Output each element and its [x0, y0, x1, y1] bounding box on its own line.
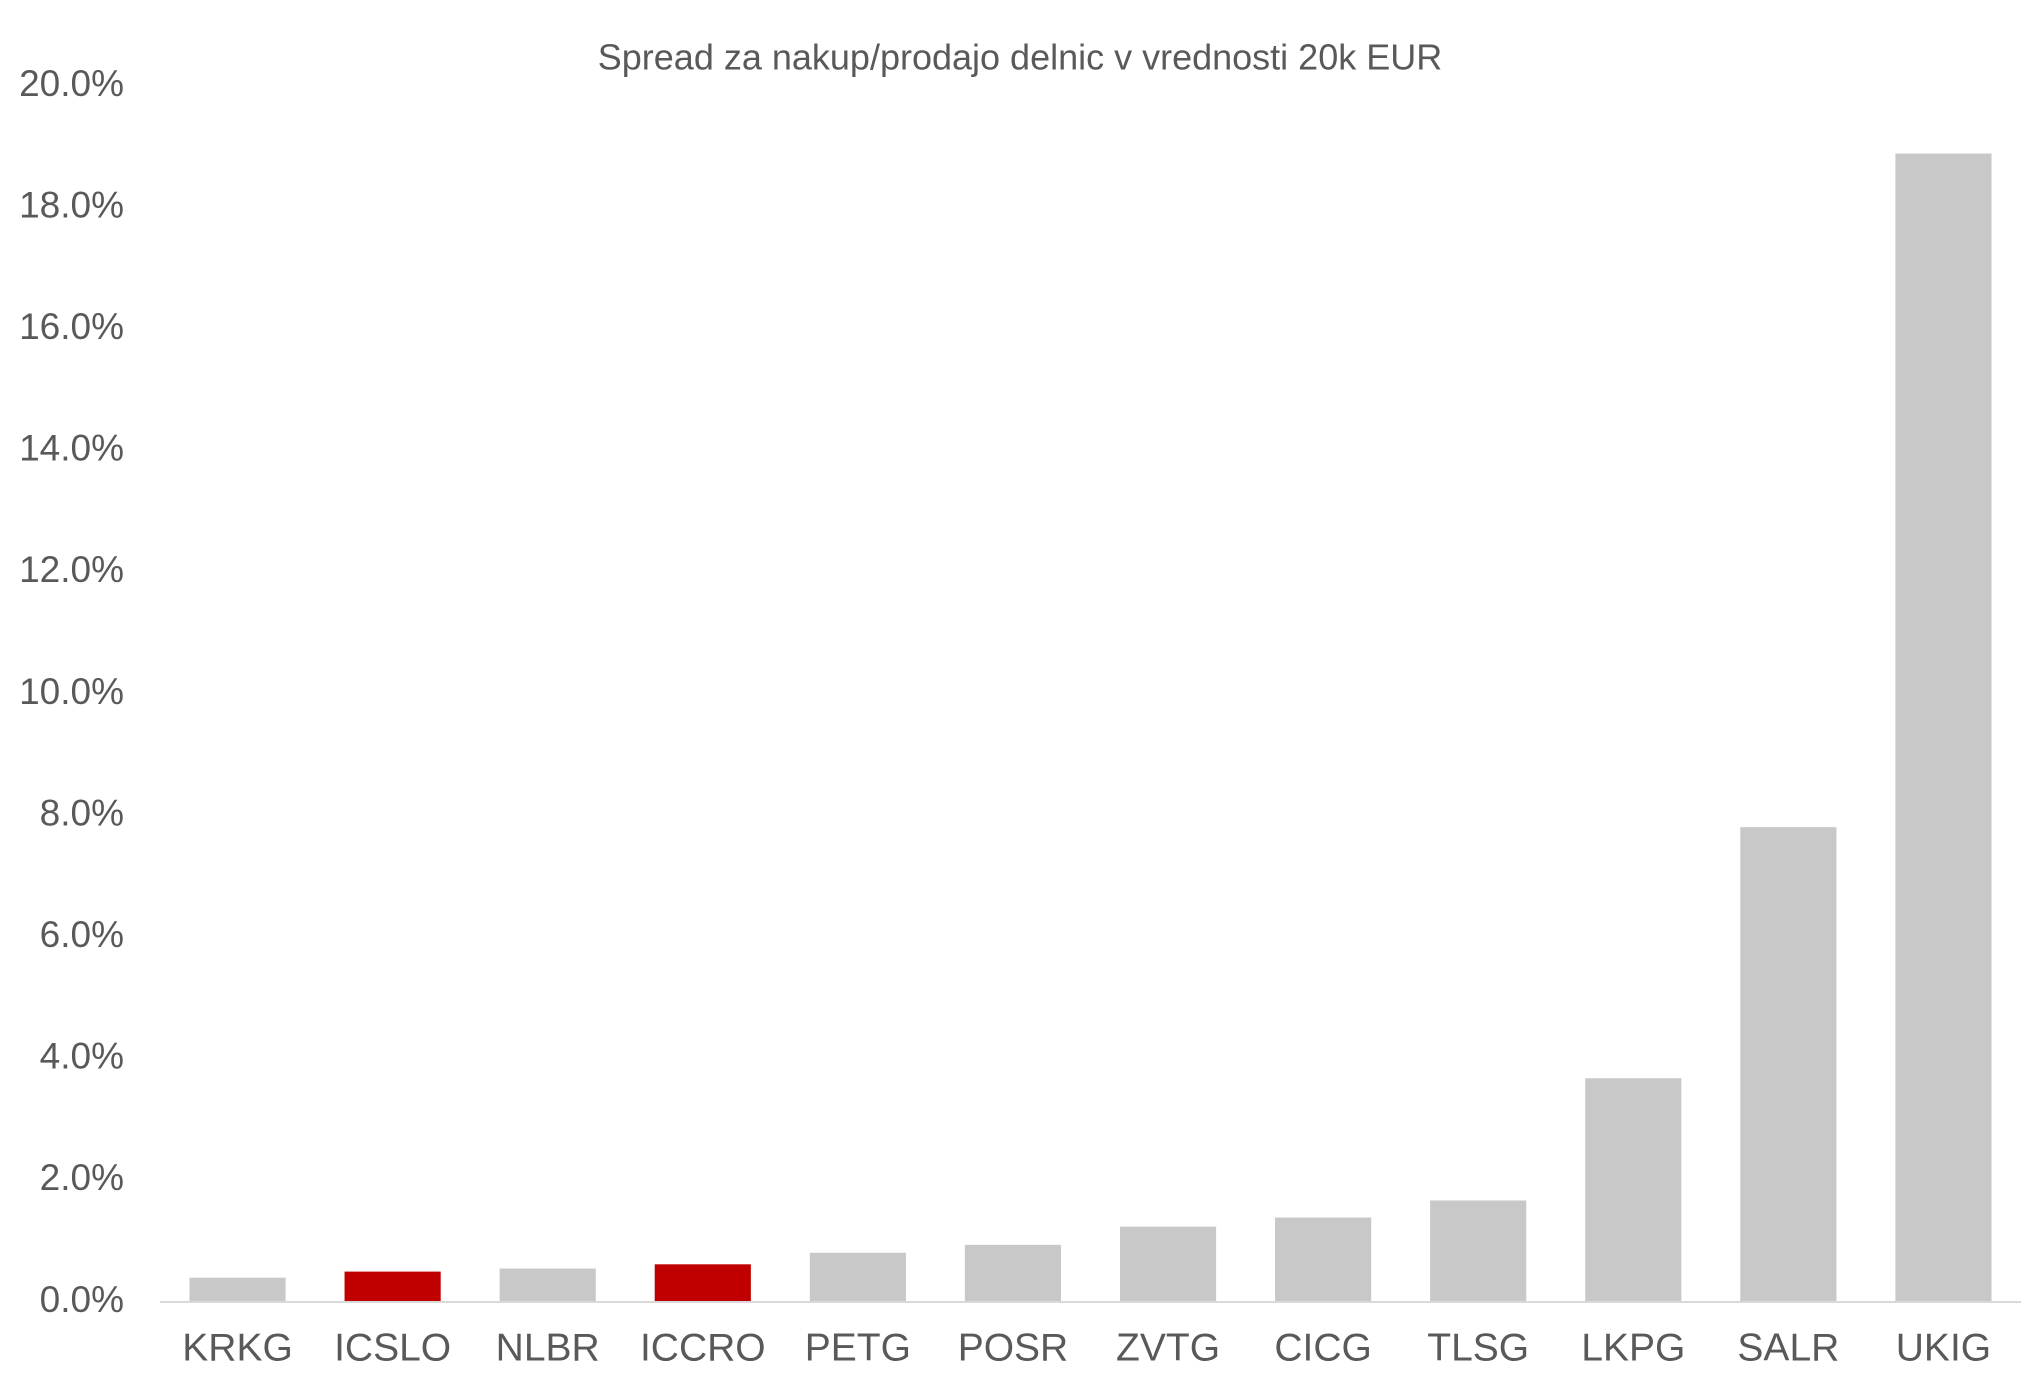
bar — [1275, 1217, 1372, 1302]
x-tick-label: UKIG — [1896, 1326, 1991, 1369]
y-tick-label: 12.0% — [19, 549, 124, 590]
bar — [1895, 153, 1992, 1302]
x-tick-label: CICG — [1274, 1326, 1372, 1369]
y-tick-label: 0.0% — [40, 1279, 124, 1320]
x-tick-label: LKPG — [1581, 1326, 1685, 1369]
x-tick-label: TLSG — [1427, 1326, 1529, 1369]
bar — [189, 1277, 286, 1302]
x-tick-label: SALR — [1737, 1326, 1839, 1369]
y-tick-label: 20.0% — [19, 63, 124, 104]
bar — [1740, 827, 1837, 1302]
x-tick-label: PETG — [805, 1326, 911, 1369]
bar — [499, 1268, 596, 1302]
bar — [344, 1271, 441, 1302]
y-tick-label: 2.0% — [40, 1157, 124, 1198]
y-tick-label: 8.0% — [40, 792, 124, 833]
x-tick-label: ZVTG — [1116, 1326, 1220, 1369]
x-tick-label: KRKG — [182, 1326, 293, 1369]
x-tick-label: ICCRO — [640, 1326, 766, 1369]
y-tick-label: 18.0% — [19, 184, 124, 225]
chart-title: Spread za nakup/prodajo delnic v vrednos… — [598, 37, 1443, 78]
bar — [809, 1252, 906, 1302]
y-tick-label: 16.0% — [19, 306, 124, 347]
y-tick-label: 6.0% — [40, 914, 124, 955]
y-tick-label: 14.0% — [19, 428, 124, 469]
y-tick-label: 10.0% — [19, 671, 124, 712]
x-tick-label: POSR — [958, 1326, 1069, 1369]
x-tick-label: ICSLO — [334, 1326, 451, 1369]
bar — [1430, 1200, 1527, 1302]
y-tick-label: 4.0% — [40, 1036, 124, 1077]
bar — [1585, 1078, 1682, 1302]
bar — [1119, 1226, 1217, 1302]
bar — [964, 1244, 1062, 1302]
x-tick-label: NLBR — [496, 1326, 600, 1369]
bar — [654, 1264, 751, 1302]
